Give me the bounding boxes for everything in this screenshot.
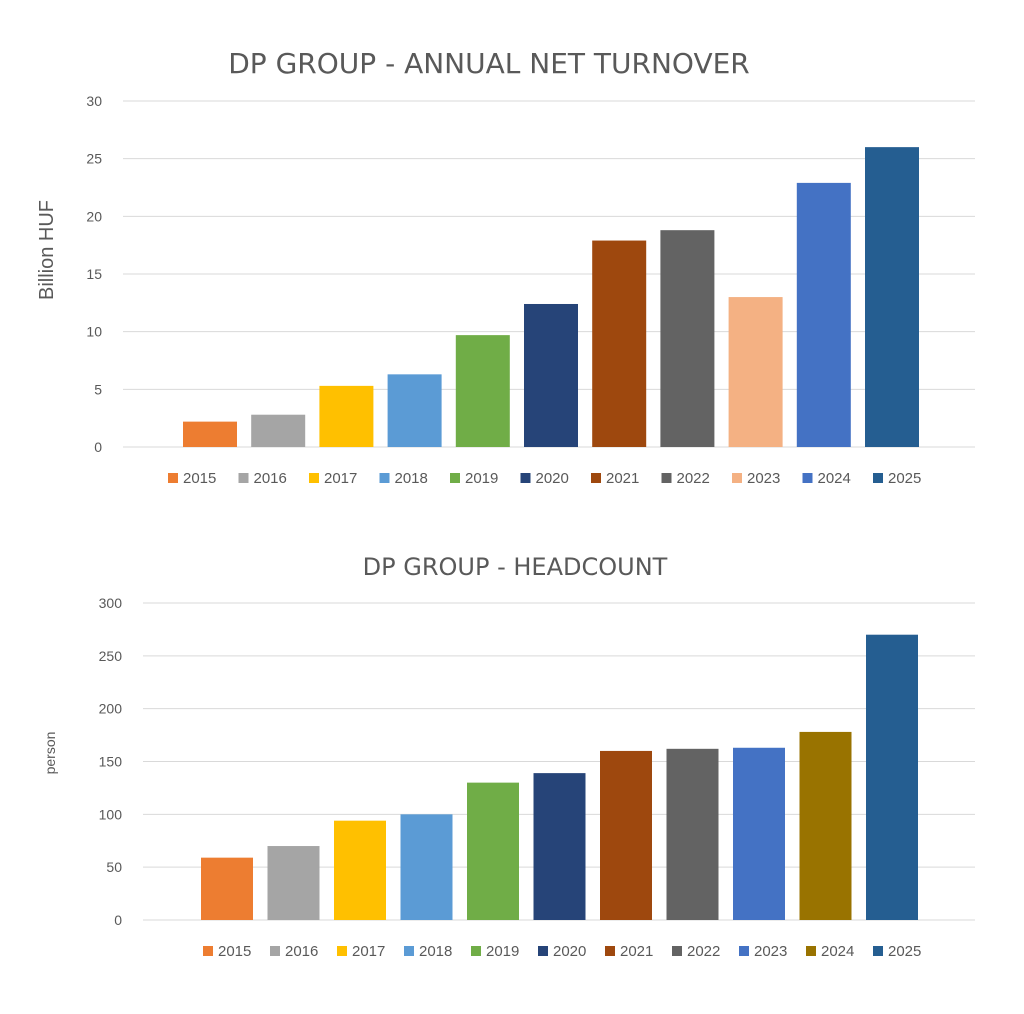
turnover-legend-swatch-2016 (238, 473, 249, 483)
headcount-y-axis-label: person (42, 732, 58, 775)
turnover-bar-2025 (865, 147, 919, 447)
headcount-bar-2024 (799, 731, 852, 920)
turnover-y-tick-25: 25 (86, 151, 102, 167)
headcount-legend-swatch-2020 (538, 946, 548, 956)
turnover-legend-label-2023: 2023 (747, 470, 780, 487)
headcount-bar-2022 (666, 748, 719, 920)
headcount-bar-2021 (600, 750, 652, 920)
headcount-y-tick-0: 0 (114, 912, 122, 928)
turnover-legend-swatch-2024 (802, 473, 813, 483)
headcount-legend-label-2024: 2024 (821, 943, 854, 960)
headcount-legend-label-2016: 2016 (285, 943, 318, 960)
turnover-legend-swatch-2020 (520, 473, 531, 483)
headcount-legend-swatch-2021 (605, 946, 615, 956)
headcount-y-tick-250: 250 (99, 648, 123, 664)
turnover-legend-label-2017: 2017 (324, 470, 357, 487)
turnover-bar-2016 (251, 414, 306, 447)
headcount-legend-swatch-2015 (203, 946, 213, 956)
turnover-legend-swatch-2025 (873, 473, 883, 483)
headcount-legend-swatch-2023 (739, 946, 749, 956)
turnover-y-tick-30: 30 (86, 93, 102, 109)
headcount-legend-label-2020: 2020 (553, 943, 586, 960)
headcount-legend-swatch-2024 (806, 946, 816, 956)
turnover-legend-swatch-2021 (591, 473, 601, 483)
headcount-bar-2019 (467, 782, 519, 920)
turnover-bar-2015 (183, 421, 237, 447)
headcount-bar-2020 (533, 773, 586, 920)
turnover-legend-label-2022: 2022 (677, 470, 710, 487)
turnover-bar-2023 (728, 297, 783, 447)
headcount-bar-2017 (334, 820, 386, 920)
turnover-legend-label-2015: 2015 (183, 470, 216, 487)
turnover-bar-2017 (319, 385, 374, 447)
headcount-legend-swatch-2025 (873, 946, 883, 956)
headcount-legend-label-2017: 2017 (352, 943, 385, 960)
turnover-legend-label-2021: 2021 (606, 470, 639, 487)
headcount-legend-swatch-2022 (672, 946, 682, 956)
turnover-bar-2022 (660, 230, 715, 447)
headcount-legend-label-2022: 2022 (687, 943, 720, 960)
headcount-bar-2023 (733, 747, 785, 920)
headcount-y-tick-50: 50 (106, 859, 122, 875)
turnover-y-tick-5: 5 (94, 381, 102, 397)
turnover-y-tick-0: 0 (94, 439, 102, 455)
headcount-chart: DP GROUP - HEADCOUNT person 0 50 100 150 200 25… (42, 553, 975, 960)
headcount-bar-2015 (201, 857, 253, 920)
turnover-legend-swatch-2017 (309, 473, 319, 483)
headcount-legend-label-2025: 2025 (888, 943, 921, 960)
headcount-legend-swatch-2019 (471, 946, 481, 956)
headcount-legend-label-2023: 2023 (754, 943, 787, 960)
headcount-legend-label-2015: 2015 (218, 943, 251, 960)
turnover-legend-label-2018: 2018 (395, 470, 428, 487)
turnover-y-tick-15: 15 (86, 266, 102, 282)
turnover-bar-2021 (592, 240, 647, 447)
headcount-bar-2025 (866, 634, 918, 920)
turnover-chart: DP GROUP - ANNUAL NET TURNOVER Billion HU… (36, 47, 975, 487)
turnover-legend-label-2024: 2024 (818, 470, 851, 487)
turnover-legend-swatch-2015 (168, 473, 178, 483)
turnover-bar-2018 (387, 374, 442, 447)
headcount-legend-swatch-2016 (270, 946, 280, 956)
turnover-legend-label-2019: 2019 (465, 470, 498, 487)
turnover-bar-2024 (796, 182, 851, 448)
headcount-y-tick-200: 200 (99, 701, 123, 717)
turnover-y-tick-10: 10 (86, 324, 102, 340)
turnover-y-tick-20: 20 (86, 208, 102, 224)
turnover-legend-label-2025: 2025 (888, 470, 921, 487)
turnover-legend-label-2020: 2020 (536, 470, 569, 487)
turnover-legend-swatch-2018 (379, 473, 390, 483)
headcount-y-tick-300: 300 (99, 595, 123, 611)
turnover-chart-title: DP GROUP - ANNUAL NET TURNOVER (228, 47, 750, 80)
headcount-bar-2018 (400, 814, 453, 920)
headcount-legend-label-2021: 2021 (620, 943, 653, 960)
turnover-legend-swatch-2019 (450, 473, 460, 483)
headcount-y-tick-150: 150 (99, 754, 123, 770)
turnover-bar-2019 (455, 335, 510, 447)
turnover-y-axis-label: Billion HUF (36, 200, 58, 300)
headcount-chart-title: DP GROUP - HEADCOUNT (363, 553, 668, 581)
turnover-bar-2020 (524, 303, 578, 447)
headcount-legend-swatch-2017 (337, 946, 347, 956)
headcount-legend-label-2018: 2018 (419, 943, 452, 960)
headcount-bar-2016 (267, 846, 320, 920)
turnover-legend-swatch-2022 (661, 473, 672, 483)
turnover-legend-swatch-2023 (732, 473, 742, 483)
headcount-legend-label-2019: 2019 (486, 943, 519, 960)
turnover-legend-label-2016: 2016 (254, 470, 287, 487)
headcount-legend-swatch-2018 (404, 946, 414, 956)
headcount-y-tick-100: 100 (99, 806, 123, 822)
